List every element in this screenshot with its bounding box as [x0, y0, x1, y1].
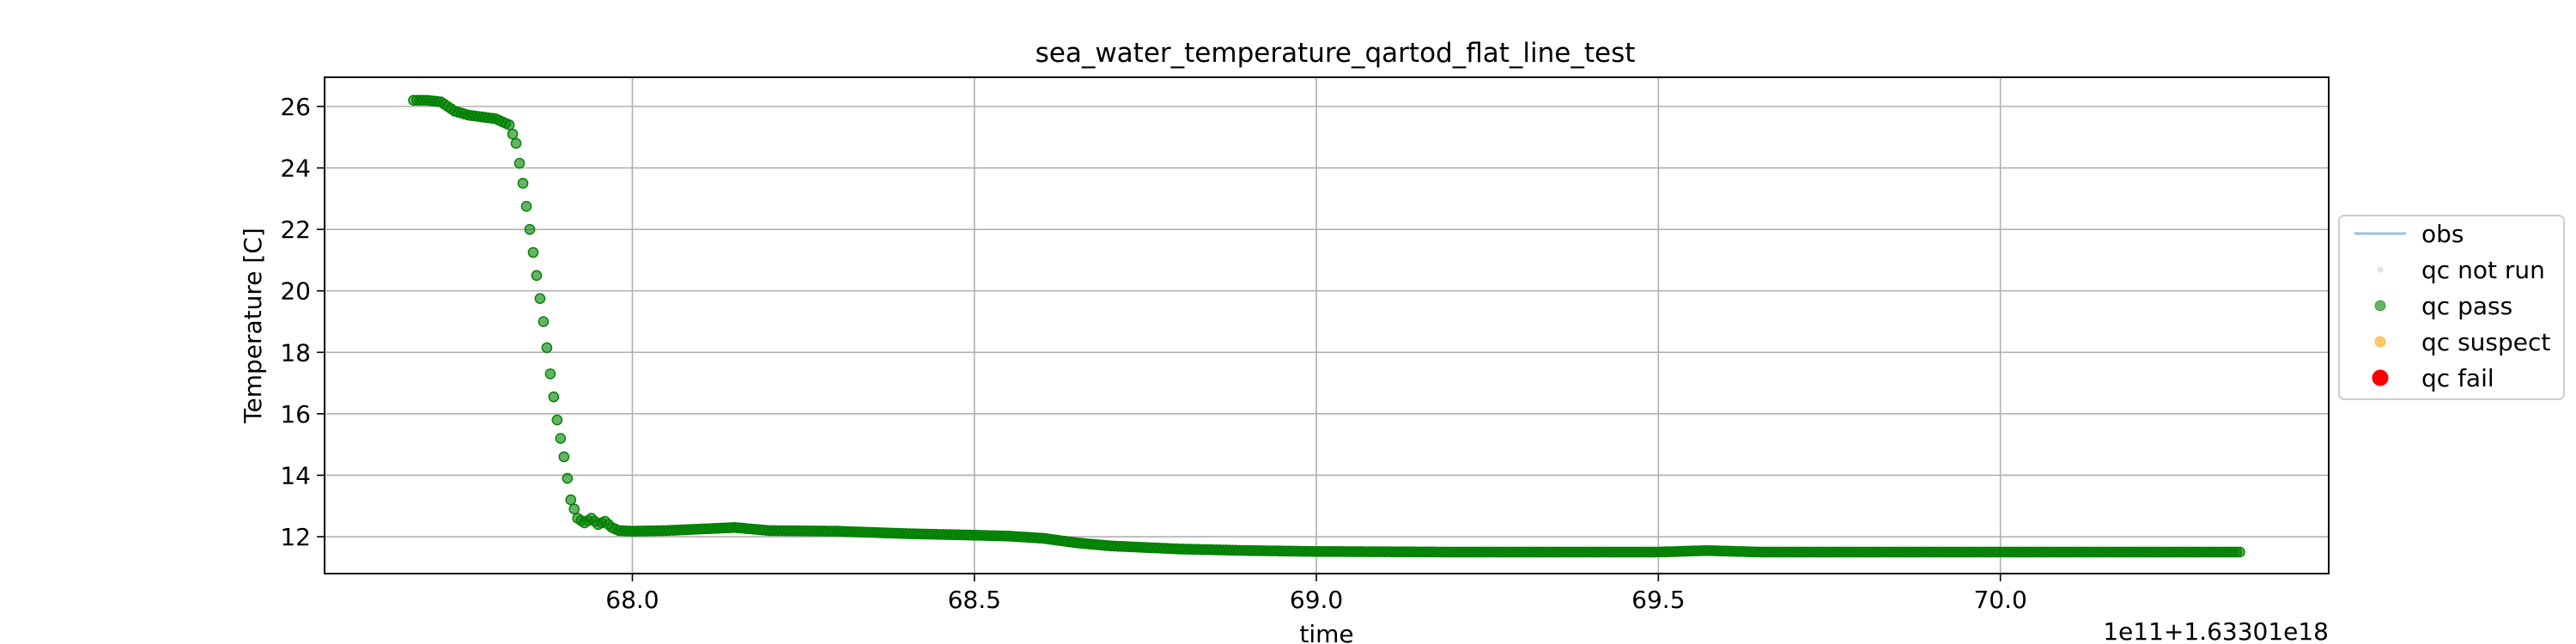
y-tick-label: 12 [280, 523, 311, 551]
plot-area-frame [324, 76, 2330, 574]
legend-swatch-marker [2377, 266, 2384, 273]
data-point [2234, 546, 2245, 558]
legend: obs qc not run qc pass qc suspect qc fail [2338, 215, 2565, 400]
legend-swatch-marker [2374, 336, 2386, 348]
grid-lines [325, 77, 2329, 574]
chart-title: sea_water_temperature_qartod_flat_line_t… [1036, 38, 1636, 69]
data-point [534, 293, 546, 304]
x-tick-label: 68.0 [605, 586, 659, 614]
legend-swatch-marker [2374, 300, 2386, 312]
x-axis-offset-text: 1e11+1.63301e18 [2103, 617, 2329, 644]
x-tick-label: 69.5 [1631, 586, 1685, 614]
y-tick-label: 20 [280, 277, 311, 306]
legend-label: qc pass [2421, 292, 2512, 320]
legend-item: qc fail [2372, 364, 2494, 392]
legend-label: qc not run [2421, 256, 2545, 284]
legend-item: qc not run [2377, 256, 2545, 284]
data-point [524, 223, 536, 235]
data-point [568, 503, 580, 515]
legend-swatch-marker [2372, 369, 2389, 386]
data-point [562, 472, 574, 484]
data-point [503, 119, 515, 131]
legend-items: obs qc not run qc pass qc suspect qc fail [2354, 220, 2550, 392]
data-point [510, 137, 522, 149]
data-point [555, 433, 567, 444]
data-point [544, 368, 556, 380]
data-point [517, 178, 529, 189]
y-tick-label: 16 [280, 400, 311, 428]
data-point [548, 391, 560, 403]
legend-item: obs [2354, 220, 2464, 248]
x-axis-label: time [1299, 620, 1353, 644]
y-tick-label: 24 [280, 155, 311, 183]
x-tick-label: 69.0 [1290, 586, 1343, 614]
legend-label: obs [2421, 220, 2464, 248]
data-point [527, 246, 539, 258]
y-tick-label: 22 [280, 216, 311, 244]
data-point [531, 270, 543, 282]
data-point [507, 128, 519, 140]
x-axis: 68.0 68.5 69.0 69.5 70.0 [605, 574, 2027, 614]
y-tick-label: 26 [280, 93, 311, 121]
y-axis: 12 14 16 18 20 22 24 26 [280, 93, 325, 551]
data-points [408, 94, 2245, 558]
legend-item: qc pass [2374, 292, 2512, 320]
legend-frame [2338, 215, 2565, 400]
legend-item: qc suspect [2374, 328, 2550, 356]
data-point [538, 316, 550, 327]
data-point [513, 157, 526, 169]
data-point [541, 342, 553, 354]
x-tick-label: 68.5 [948, 586, 1001, 614]
data-point [520, 201, 532, 212]
y-tick-label: 14 [280, 461, 311, 489]
x-tick-label: 70.0 [1973, 586, 2026, 614]
data-point [551, 414, 563, 426]
y-axis-label: Temperature [C] [239, 228, 267, 424]
legend-label: qc suspect [2421, 328, 2550, 356]
legend-label: qc fail [2421, 364, 2494, 392]
data-point [558, 451, 570, 463]
y-tick-label: 18 [280, 338, 311, 367]
data-point [565, 494, 577, 506]
